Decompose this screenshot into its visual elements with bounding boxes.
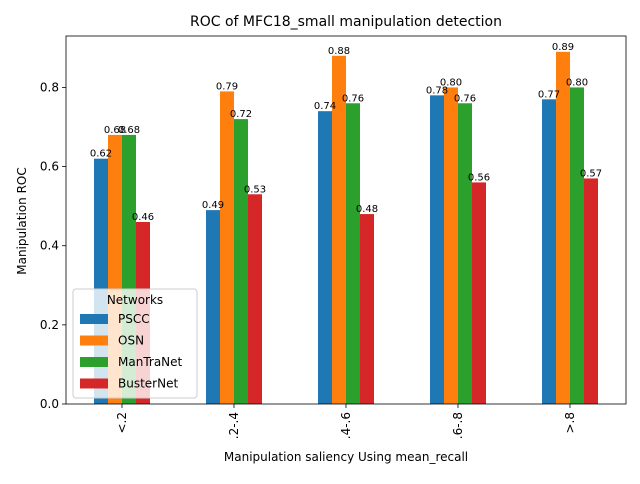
- bar: [234, 119, 248, 404]
- x-tick-label: .4-.6: [339, 412, 353, 439]
- bar-value-label: 0.62: [90, 149, 112, 160]
- bar-value-label: 0.74: [314, 101, 336, 112]
- x-axis-label: Manipulation saliency Using mean_recall: [224, 450, 468, 464]
- legend-entry-label: PSCC: [118, 312, 150, 326]
- bar: [206, 210, 220, 404]
- bar-value-label: 0.76: [342, 93, 364, 104]
- x-tick-label: .6-.8: [451, 412, 465, 439]
- bar-value-label: 0.56: [468, 172, 490, 183]
- value-labels-layer: 0.62 0.49 0.74 0.78 0.77 0.68 0.79 0.88 0.80 0.89…: [90, 42, 602, 223]
- bar: [458, 103, 472, 405]
- legend-entry-label: OSN: [118, 334, 144, 348]
- bar-value-label: 0.48: [356, 204, 378, 215]
- bar: [444, 87, 458, 404]
- bar: [570, 87, 584, 404]
- y-tick-label: 0.4: [40, 239, 59, 253]
- bar-value-label: 0.80: [440, 77, 462, 88]
- legend-swatch: [80, 314, 108, 324]
- bar: [472, 182, 486, 404]
- bar: [556, 51, 570, 404]
- chart-title: ROC of MFC18_small manipulation detectio…: [190, 14, 502, 30]
- bar-value-label: 0.76: [454, 93, 476, 104]
- bar-value-label: 0.46: [132, 212, 154, 223]
- y-tick-label: 0.2: [40, 318, 59, 332]
- y-tick-label: 0.8: [40, 80, 59, 94]
- bar: [584, 178, 598, 404]
- bar-value-label: 0.72: [230, 109, 252, 120]
- bar-value-label: 0.49: [202, 200, 224, 211]
- bar-value-label: 0.80: [566, 77, 588, 88]
- legend: Networks PSCC OSN ManTraNet BusterNet: [72, 288, 198, 399]
- bar-value-label: 0.79: [216, 81, 238, 92]
- legend-swatch: [80, 378, 108, 389]
- y-tick-label: 0.0: [40, 397, 59, 411]
- legend-entry-label: ManTraNet: [118, 355, 183, 369]
- bar-value-label: 0.89: [552, 42, 574, 53]
- x-tick-label: <.2: [115, 412, 129, 434]
- x-tick-label: >.8: [563, 412, 577, 434]
- axes-layer: 0.0 0.2 0.4 0.6 0.8 <.2 .2-.4 .4-.6 .6-.8 >.8: [40, 35, 627, 439]
- bar: [220, 91, 234, 405]
- bar: [542, 99, 556, 404]
- bar-value-label: 0.78: [426, 85, 448, 96]
- bar: [318, 111, 332, 405]
- bar: [332, 55, 346, 404]
- bar: [430, 95, 444, 404]
- legend-entry-label: BusterNet: [118, 377, 178, 391]
- legend-swatch: [80, 335, 108, 346]
- bar-value-label: 0.57: [580, 168, 602, 179]
- legend-swatch: [80, 357, 108, 367]
- x-tick-label: .2-.4: [227, 412, 241, 439]
- bar-value-label: 0.77: [538, 89, 560, 100]
- bar: [346, 103, 360, 405]
- legend-title: Networks: [107, 293, 163, 307]
- bar: [360, 214, 374, 404]
- y-axis-label: Manipulation ROC: [15, 167, 29, 275]
- bar-value-label: 0.68: [104, 125, 126, 136]
- bar-value-label: 0.53: [244, 184, 266, 195]
- legend-entries: PSCC OSN ManTraNet BusterNet: [80, 312, 183, 391]
- bar-value-label: 0.68: [118, 125, 140, 136]
- y-tick-label: 0.6: [40, 160, 59, 174]
- bar-value-label: 0.88: [328, 46, 350, 57]
- bars-layer: [94, 51, 598, 405]
- bar: [248, 194, 262, 404]
